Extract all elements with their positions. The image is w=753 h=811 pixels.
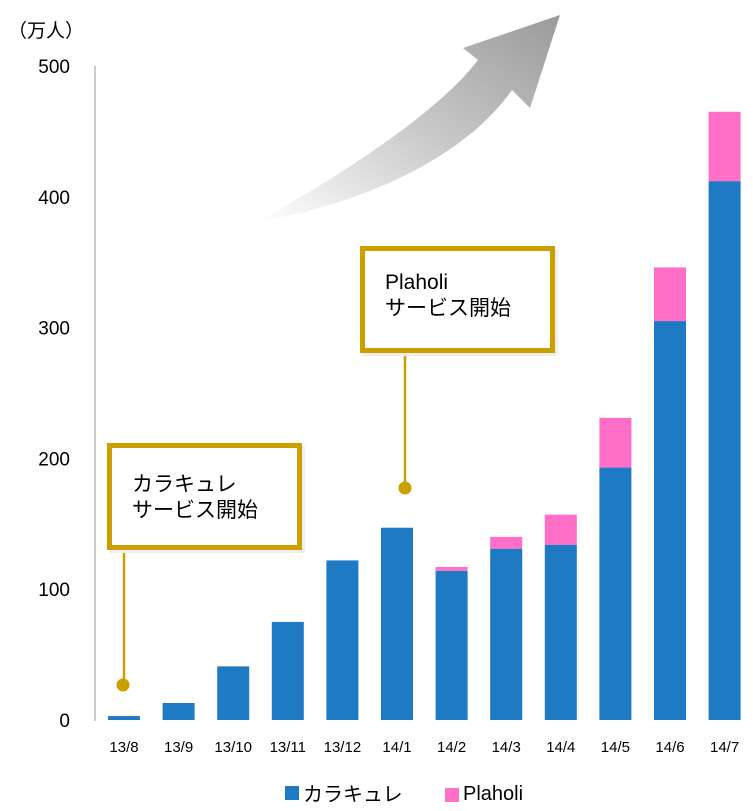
bar-plaholi bbox=[654, 267, 686, 322]
y-tick-label: 500 bbox=[38, 57, 70, 78]
x-tick-label: 13/11 bbox=[270, 739, 306, 756]
callout-karakyure-launch: カラキュレ サービス開始 bbox=[107, 443, 302, 550]
callout-line: サービス開始 bbox=[132, 499, 258, 522]
bar-plaholi bbox=[490, 536, 523, 549]
bar-plaholi bbox=[544, 514, 577, 545]
bar-karakyure bbox=[544, 544, 577, 720]
y-axis-ticks: 0 100 200 300 400 500 bbox=[38, 57, 70, 732]
x-tick-label: 13/12 bbox=[324, 739, 362, 756]
bar-karakyure bbox=[271, 621, 304, 720]
callout-connectors bbox=[116, 353, 412, 692]
bar-karakyure bbox=[108, 716, 140, 720]
x-tick-label: 14/1 bbox=[382, 739, 411, 756]
x-tick-label: 13/9 bbox=[164, 739, 193, 756]
x-tick-label: 14/5 bbox=[601, 739, 630, 756]
legend-label: Plaholi bbox=[463, 783, 524, 805]
x-tick-label: 14/7 bbox=[710, 739, 739, 756]
bar-karakyure bbox=[162, 702, 195, 720]
x-tick-label: 13/8 bbox=[109, 739, 138, 756]
legend-swatch-pink bbox=[445, 787, 459, 802]
bar-karakyure bbox=[654, 321, 686, 720]
x-tick-label: 14/6 bbox=[655, 739, 684, 756]
bar-plaholi bbox=[599, 417, 632, 468]
y-tick-label: 200 bbox=[38, 449, 70, 470]
callout-line: サービス開始 bbox=[385, 297, 511, 320]
bar-plaholi bbox=[708, 111, 741, 182]
callout-pointer-dot bbox=[116, 678, 130, 692]
legend-label: カラキュレ bbox=[303, 784, 403, 806]
callout-line: Plaholi bbox=[385, 271, 449, 294]
y-tick-label: 300 bbox=[38, 319, 70, 340]
bar-karakyure bbox=[217, 666, 250, 720]
callout-line: カラキュレ bbox=[132, 473, 237, 496]
bar-karakyure bbox=[326, 560, 359, 720]
bar-karakyure bbox=[490, 548, 523, 720]
growth-arrow-icon bbox=[258, 15, 560, 222]
bar-karakyure bbox=[435, 570, 468, 720]
bar-plaholi bbox=[435, 566, 468, 571]
bar-karakyure bbox=[708, 181, 741, 720]
legend-item-plaholi: Plaholi bbox=[445, 783, 523, 806]
bar-karakyure bbox=[381, 527, 413, 720]
y-tick-label: 100 bbox=[38, 580, 70, 601]
callout-plaholi-launch: Plaholi サービス開始 bbox=[360, 246, 555, 353]
x-tick-label: 14/2 bbox=[437, 739, 466, 756]
x-tick-label: 13/10 bbox=[214, 739, 252, 756]
legend-item-karakyure: カラキュレ bbox=[285, 778, 403, 807]
y-tick-label: 0 bbox=[59, 711, 70, 732]
bars bbox=[108, 111, 741, 720]
y-tick-label: 400 bbox=[38, 188, 70, 209]
x-tick-label: 14/4 bbox=[546, 739, 575, 756]
y-axis-unit-label: （万人） bbox=[8, 21, 85, 42]
bar-karakyure bbox=[599, 467, 632, 720]
x-tick-label: 14/3 bbox=[492, 739, 521, 756]
x-axis-labels: 13/8 13/9 13/10 13/11 13/12 14/1 14/2 14/3 14/4 1… bbox=[109, 739, 739, 756]
callout-pointer-dot bbox=[398, 481, 412, 495]
legend-swatch-blue bbox=[285, 785, 299, 800]
